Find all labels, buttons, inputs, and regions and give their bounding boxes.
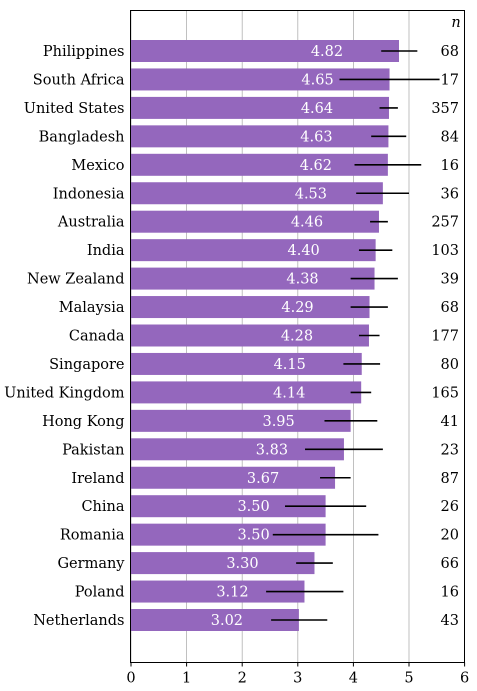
value-label: 4.40 xyxy=(287,243,319,259)
value-label: 3.67 xyxy=(247,471,279,487)
category-label: Hong Kong xyxy=(42,414,124,430)
n-label: 68 xyxy=(441,300,459,316)
x-tick-label: 4 xyxy=(349,671,358,687)
category-label: Mexico xyxy=(71,158,124,174)
category-label: Canada xyxy=(69,329,125,345)
category-label: India xyxy=(87,243,125,259)
n-label: 39 xyxy=(441,272,459,288)
category-label: Indonesia xyxy=(53,186,125,202)
n-label: 41 xyxy=(441,414,459,430)
bar xyxy=(131,552,315,575)
n-label: 68 xyxy=(441,44,459,60)
n-label: 87 xyxy=(441,471,459,487)
category-label: Netherlands xyxy=(33,613,124,629)
bar xyxy=(131,267,375,290)
bar xyxy=(131,409,351,432)
x-tick-label: 3 xyxy=(293,671,302,687)
n-label: 36 xyxy=(441,186,459,202)
bar xyxy=(131,239,376,262)
value-label: 4.29 xyxy=(281,300,313,316)
n-label: 103 xyxy=(431,243,459,259)
category-label: United States xyxy=(24,101,125,117)
bar xyxy=(131,182,383,205)
category-label: Ireland xyxy=(71,471,124,487)
n-labels: n 68 17 357 84 16 36 257 103 39 68 177 80 165 41 23 87 2… xyxy=(431,15,460,629)
category-label: Philippines xyxy=(43,44,125,60)
value-label: 4.64 xyxy=(301,101,333,117)
bar xyxy=(131,609,299,631)
n-label: 257 xyxy=(431,215,459,231)
value-label: 3.50 xyxy=(237,499,269,515)
category-labels: Philippines South Africa United States Bang… xyxy=(4,44,125,629)
category-label: Poland xyxy=(75,585,125,601)
category-label: Malaysia xyxy=(59,300,125,316)
value-label: 3.83 xyxy=(256,442,288,458)
bar xyxy=(131,580,305,603)
category-label: Romania xyxy=(60,528,125,544)
value-label: 4.53 xyxy=(295,186,327,202)
value-label: 4.62 xyxy=(300,158,332,174)
bar xyxy=(131,153,388,176)
category-label: United Kingdom xyxy=(4,385,125,401)
x-tick-label: 0 xyxy=(126,671,135,687)
x-tick-label: 5 xyxy=(404,671,413,687)
n-label: 20 xyxy=(441,528,459,544)
value-label: 3.50 xyxy=(237,528,269,544)
category-label: Singapore xyxy=(49,357,124,373)
n-label: 23 xyxy=(441,442,459,458)
value-labels: 4.82 4.65 4.64 4.63 4.62 4.53 4.46 4.40 4.38 4.29… xyxy=(211,44,343,629)
value-label: 4.28 xyxy=(281,329,313,345)
n-label: 16 xyxy=(441,158,459,174)
x-tick-label: 2 xyxy=(238,671,247,687)
value-label: 3.30 xyxy=(226,556,258,572)
category-label: Bangladesh xyxy=(39,129,125,145)
value-label: 3.95 xyxy=(262,414,294,430)
bar xyxy=(131,296,370,319)
category-label: China xyxy=(81,499,124,515)
n-label: 80 xyxy=(441,357,459,373)
n-header: n xyxy=(451,15,460,31)
bar xyxy=(131,352,362,375)
bar xyxy=(131,40,399,62)
bar xyxy=(131,324,369,347)
value-label: 3.12 xyxy=(216,585,248,601)
n-label: 17 xyxy=(441,72,459,88)
bar xyxy=(131,96,389,119)
bar xyxy=(131,495,326,518)
bars xyxy=(131,40,399,631)
n-label: 26 xyxy=(441,499,459,515)
value-label: 4.15 xyxy=(274,357,306,373)
x-tick-label: 6 xyxy=(460,671,469,687)
value-label: 4.65 xyxy=(301,72,333,88)
value-label: 4.14 xyxy=(273,385,305,401)
value-label: 4.38 xyxy=(286,272,318,288)
category-label: Germany xyxy=(57,556,125,572)
value-label: 4.46 xyxy=(291,215,323,231)
category-label: New Zealand xyxy=(27,272,125,288)
bar xyxy=(131,438,344,461)
x-axis-ticks: 0 1 2 3 4 5 6 xyxy=(126,662,469,687)
x-tick-label: 1 xyxy=(182,671,191,687)
bar xyxy=(131,466,336,489)
n-label: 165 xyxy=(431,385,459,401)
bar xyxy=(131,210,379,233)
bar xyxy=(131,523,326,546)
n-label: 357 xyxy=(431,101,459,117)
n-label: 66 xyxy=(441,556,459,572)
value-label: 4.63 xyxy=(300,129,332,145)
bar xyxy=(131,381,362,404)
value-label: 4.82 xyxy=(311,44,343,60)
error-bars xyxy=(266,50,440,621)
category-label: South Africa xyxy=(33,72,125,88)
n-label: 16 xyxy=(441,585,459,601)
category-label: Pakistan xyxy=(62,442,124,458)
bar xyxy=(131,125,389,148)
n-label: 84 xyxy=(441,129,459,145)
category-label: Australia xyxy=(57,215,125,231)
value-label: 3.02 xyxy=(211,613,243,629)
n-label: 43 xyxy=(441,613,459,629)
bar xyxy=(131,68,390,91)
n-label: 177 xyxy=(431,329,459,345)
